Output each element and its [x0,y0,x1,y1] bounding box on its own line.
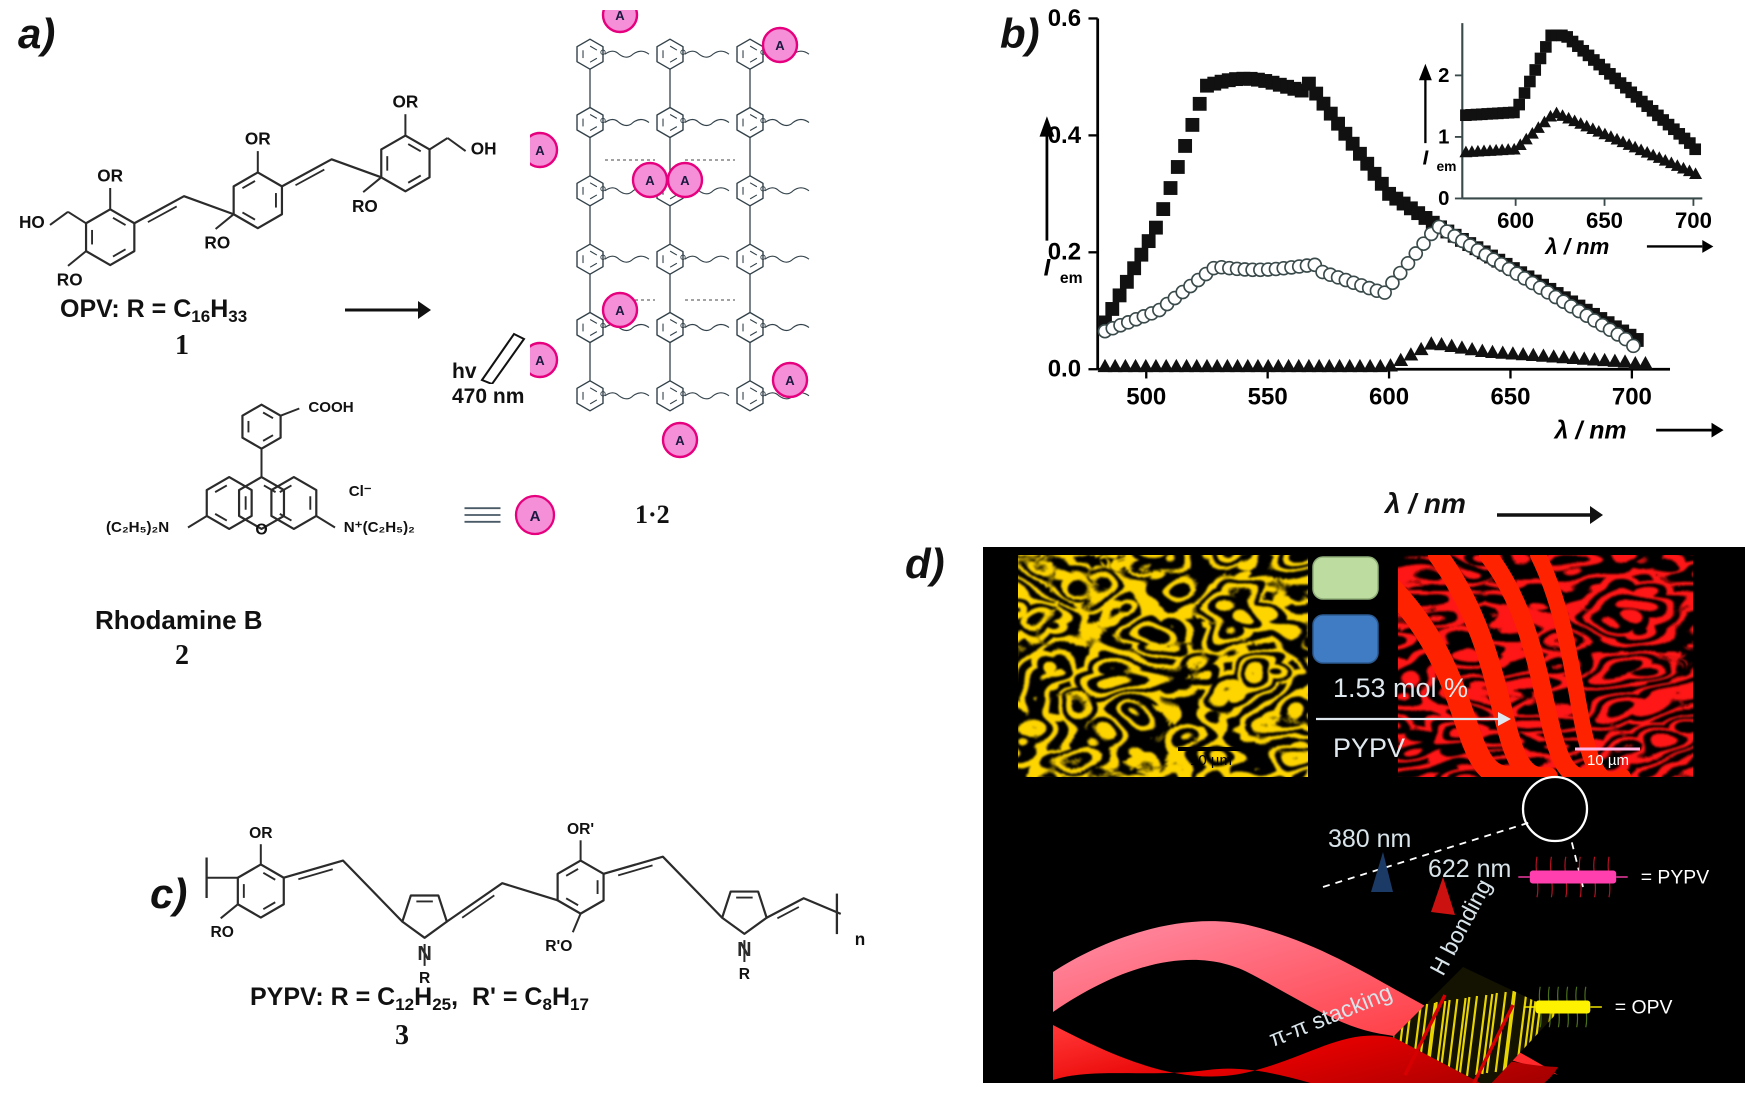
svg-text:OR: OR [245,129,271,149]
svg-text:A: A [615,303,625,318]
svg-text:R: R [739,966,750,983]
svg-text:λ / nm: λ / nm [1544,234,1609,259]
svg-text:A: A [680,173,690,188]
svg-text:600: 600 [1497,208,1534,233]
svg-text:OR': OR' [567,821,594,838]
svg-text:A: A [675,433,685,448]
svg-text:HO: HO [20,212,45,232]
svg-text:A: A [530,508,541,525]
svg-text:1: 1 [1438,126,1449,148]
svg-text:2: 2 [1438,65,1449,87]
svg-text:= PYPV: = PYPV [1641,867,1710,889]
svg-text:O: O [255,522,267,539]
svg-text:PYPV: PYPV [1333,733,1405,763]
svg-text:0.0: 0.0 [1048,356,1081,383]
svg-text:= OPV: = OPV [1615,997,1673,1019]
svg-text:10 µm: 10 µm [1587,752,1629,769]
svg-text:COOH: COOH [308,399,353,416]
svg-text:10 µm: 10 µm [1190,752,1232,769]
svg-text:0.2: 0.2 [1048,239,1081,266]
svg-text:0: 0 [1438,188,1449,210]
svg-text:650: 650 [1490,383,1530,410]
svg-text:RO: RO [57,270,83,290]
svg-text:OR: OR [249,825,272,842]
svg-text:A: A [615,10,625,23]
svg-text:OR: OR [392,92,418,112]
svg-text:N⁺(C₂H₅)₂: N⁺(C₂H₅)₂ [344,519,415,536]
svg-text:A: A [775,38,785,53]
svg-text:n: n [855,929,865,949]
svg-text:550: 550 [1248,383,1288,410]
svg-text:em: em [1060,270,1083,287]
svg-text:A: A [785,373,795,388]
svg-text:λ / nm: λ / nm [1553,416,1627,444]
svg-text:A: A [535,143,545,158]
svg-text:500: 500 [1126,383,1166,410]
svg-text:Cl⁻: Cl⁻ [349,483,372,500]
svg-text:em: em [1436,158,1456,174]
svg-text:OH: OH [471,138,497,158]
svg-text:1.53 mol %: 1.53 mol % [1333,673,1468,703]
svg-text:0.6: 0.6 [1048,5,1081,32]
svg-text:622 nm: 622 nm [1428,855,1511,883]
svg-text:700: 700 [1675,208,1712,233]
svg-text:I: I [1423,148,1429,170]
svg-text:650: 650 [1586,208,1623,233]
svg-text:(C₂H₅)₂N: (C₂H₅)₂N [106,519,169,536]
svg-text:OR: OR [97,165,123,185]
svg-text:380 nm: 380 nm [1328,825,1411,853]
svg-text:700: 700 [1612,383,1652,410]
svg-text:A: A [535,353,545,368]
svg-text:RO: RO [204,233,230,253]
svg-text:A: A [645,173,655,188]
svg-text:RO: RO [352,196,378,216]
svg-text:RO: RO [211,924,234,941]
svg-text:H bonding: H bonding [1424,875,1496,980]
svg-text:600: 600 [1369,383,1409,410]
svg-text:R'O: R'O [545,938,572,955]
